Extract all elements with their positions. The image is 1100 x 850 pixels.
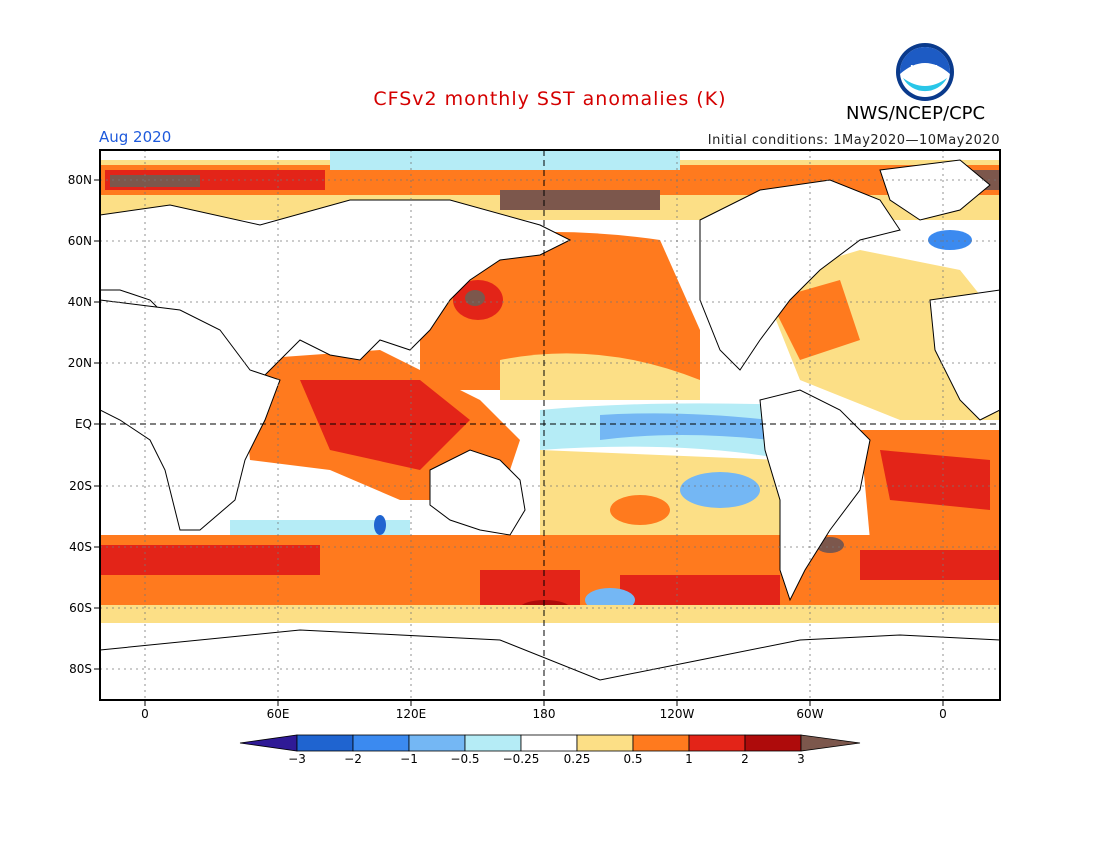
lat-label-60n: 60N	[67, 234, 92, 248]
lat-label-40s: 40S	[69, 540, 92, 554]
colorbar-label-0-5: 0.5	[623, 752, 643, 766]
lon-label-180: 180	[532, 707, 556, 721]
lon-label-0-left: 0	[141, 707, 149, 721]
noaa-logo-graphic: NOAA	[896, 43, 954, 101]
lat-label-40n: 40N	[67, 295, 92, 309]
colorbar-label-minus3: −3	[288, 752, 306, 766]
colorbar-label-minus0-25: −0.25	[502, 752, 540, 766]
valid-month-label: Aug 2020	[99, 128, 172, 146]
gridlines	[100, 150, 1000, 700]
colorbar	[239, 734, 861, 752]
continents	[100, 159, 1000, 700]
initial-conditions-label: Initial conditions: 1May2020—10May2020	[707, 133, 1000, 148]
colorbar-bin-11	[800, 734, 861, 752]
equator-dateline	[100, 150, 1000, 700]
noaa-logo: NOAA	[895, 42, 955, 102]
lat-label-20n: 20N	[67, 356, 92, 370]
lat-label-eq: EQ	[74, 417, 92, 431]
agency-label: NWS/NCEP/CPC	[846, 103, 986, 124]
colorbar-bin-5	[464, 734, 522, 752]
colorbar-label-1: 1	[685, 752, 693, 766]
colorbar-bin-4	[408, 734, 466, 752]
lon-label-60e: 60E	[266, 707, 290, 721]
lat-label-80s: 80S	[69, 662, 92, 676]
colorbar-bin-2	[296, 734, 354, 752]
logo-text: NOAA	[910, 64, 939, 75]
lon-label-120w: 120W	[659, 707, 695, 721]
lon-label-120e: 120E	[395, 707, 427, 721]
colorbar-bin-3	[352, 734, 410, 752]
colorbar-bin-10	[744, 734, 802, 752]
colorbar-label-3: 3	[797, 752, 805, 766]
colorbar-label-0-25: 0.25	[563, 752, 591, 766]
colorbar-bin-7	[576, 734, 634, 752]
anomaly-field	[100, 150, 1000, 700]
colorbar-label-2: 2	[741, 752, 749, 766]
lon-label-0-right: 0	[939, 707, 947, 721]
lon-label-60w: 60W	[796, 707, 824, 721]
tick-marks	[94, 179, 944, 706]
map-frame	[99, 149, 1001, 701]
colorbar-label-minus0-5: −0.5	[450, 752, 480, 766]
map-title: CFSv2 monthly SST anomalies (K)	[373, 88, 727, 110]
lat-label-60s: 60S	[69, 601, 92, 615]
colorbar-bin-6	[520, 734, 578, 752]
colorbar-label-minus2: −2	[344, 752, 362, 766]
colorbar-bin-9	[688, 734, 746, 752]
colorbar-bin-8	[632, 734, 690, 752]
lat-label-80n: 80N	[67, 173, 92, 187]
colorbar-bin-1	[239, 734, 298, 752]
colorbar-label-minus1: −1	[400, 752, 418, 766]
lat-label-20s: 20S	[69, 479, 92, 493]
